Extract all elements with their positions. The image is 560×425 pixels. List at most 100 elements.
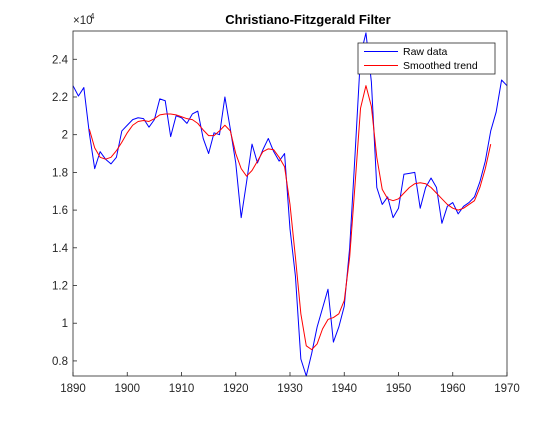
data-point-raw-data [376, 186, 378, 188]
y-tick-label: 2.2 [52, 92, 68, 104]
data-point-raw-data [392, 216, 394, 218]
data-point-smoothed-trend [126, 132, 128, 134]
data-point-smoothed-trend [446, 203, 448, 205]
data-point-smoothed-trend [99, 156, 101, 158]
x-tick-label: 1910 [169, 383, 195, 395]
data-point-smoothed-trend [484, 167, 486, 169]
data-point-smoothed-trend [94, 147, 96, 149]
data-point-raw-data [126, 124, 128, 126]
data-point-smoothed-trend [115, 150, 117, 152]
data-point-raw-data [159, 98, 161, 100]
data-point-smoothed-trend [142, 119, 144, 121]
data-point-raw-data [267, 137, 269, 139]
data-point-smoothed-trend [452, 207, 454, 209]
data-point-raw-data [202, 137, 204, 139]
y-tick-label: 1.2 [52, 281, 68, 293]
series-raw-data [72, 32, 508, 377]
data-point-smoothed-trend [348, 256, 350, 258]
data-point-smoothed-trend [273, 149, 275, 151]
data-point-smoothed-trend [473, 199, 475, 201]
data-point-smoothed-trend [245, 175, 247, 177]
data-point-smoothed-trend [435, 192, 437, 194]
data-point-raw-data [99, 150, 101, 152]
data-point-smoothed-trend [186, 117, 188, 119]
legend: Raw data Smoothed trend [357, 42, 496, 75]
y-tick-label: 2.4 [52, 54, 69, 66]
series-line-raw-data [72, 32, 508, 377]
data-point-smoothed-trend [164, 113, 166, 115]
y-axis-exponent: ×10 4 [73, 12, 95, 27]
data-point-smoothed-trend [262, 150, 264, 152]
data-point-raw-data [397, 207, 399, 209]
data-point-raw-data [164, 100, 166, 102]
data-point-raw-data [137, 117, 139, 119]
data-point-raw-data [207, 152, 209, 154]
data-point-smoothed-trend [289, 203, 291, 205]
data-point-smoothed-trend [191, 118, 193, 120]
data-point-raw-data [311, 352, 313, 354]
legend-label-raw-data: Raw data [403, 46, 448, 58]
y-tick-label: 2 [62, 130, 68, 142]
data-point-raw-data [424, 186, 426, 188]
y-tick-label: 1 [62, 318, 68, 330]
data-point-smoothed-trend [218, 130, 220, 132]
data-point-smoothed-trend [365, 84, 367, 86]
data-point-raw-data [435, 186, 437, 188]
data-point-smoothed-trend [381, 188, 383, 190]
x-tick-label: 1890 [60, 383, 86, 395]
data-point-raw-data [186, 122, 188, 124]
x-tick-label: 1940 [331, 383, 357, 395]
data-point-smoothed-trend [104, 158, 106, 160]
data-point-raw-data [441, 222, 443, 224]
data-point-smoothed-trend [300, 313, 302, 315]
y-exponent-power: 4 [90, 12, 95, 21]
data-point-smoothed-trend [169, 113, 171, 115]
x-tick-label: 1920 [223, 383, 249, 395]
chart-title: Christiano-Fitzgerald Filter [225, 12, 390, 27]
data-point-raw-data [414, 171, 416, 173]
data-point-raw-data [121, 130, 123, 132]
data-point-smoothed-trend [294, 256, 296, 258]
data-point-smoothed-trend [251, 169, 253, 171]
data-point-raw-data [83, 86, 85, 88]
data-point-smoothed-trend [490, 143, 492, 145]
data-point-raw-data [327, 288, 329, 290]
data-point-raw-data [430, 177, 432, 179]
y-tick-label: 0.8 [52, 356, 68, 368]
data-point-smoothed-trend [278, 156, 280, 158]
data-point-raw-data [490, 130, 492, 132]
data-point-raw-data [457, 213, 459, 215]
data-point-raw-data [294, 275, 296, 277]
data-point-raw-data [94, 167, 96, 169]
data-point-raw-data [419, 207, 421, 209]
data-point-smoothed-trend [343, 299, 345, 301]
data-point-raw-data [354, 152, 356, 154]
data-point-smoothed-trend [88, 128, 90, 130]
data-point-smoothed-trend [386, 198, 388, 200]
data-point-smoothed-trend [311, 348, 313, 350]
legend-label-smoothed-trend: Smoothed trend [403, 60, 478, 72]
x-tick-label: 1970 [494, 383, 520, 395]
data-point-smoothed-trend [479, 186, 481, 188]
data-point-smoothed-trend [457, 209, 459, 211]
data-point-smoothed-trend [468, 203, 470, 205]
data-point-raw-data [235, 162, 237, 164]
data-point-raw-data [218, 133, 220, 135]
data-point-raw-data [338, 326, 340, 328]
data-point-raw-data [191, 113, 193, 115]
series-layer [72, 32, 508, 377]
data-point-smoothed-trend [121, 141, 123, 143]
data-point-smoothed-trend [376, 156, 378, 158]
data-point-smoothed-trend [148, 120, 150, 122]
x-tick-label: 1900 [114, 383, 140, 395]
data-point-smoothed-trend [229, 130, 231, 132]
data-point-smoothed-trend [235, 152, 237, 154]
data-point-smoothed-trend [338, 313, 340, 315]
data-point-raw-data [500, 79, 502, 81]
data-point-raw-data [452, 201, 454, 203]
legend-box [357, 42, 496, 75]
data-point-raw-data [224, 96, 226, 98]
data-point-smoothed-trend [424, 183, 426, 185]
series-smoothed-trend [88, 84, 492, 351]
data-point-smoothed-trend [430, 186, 432, 188]
